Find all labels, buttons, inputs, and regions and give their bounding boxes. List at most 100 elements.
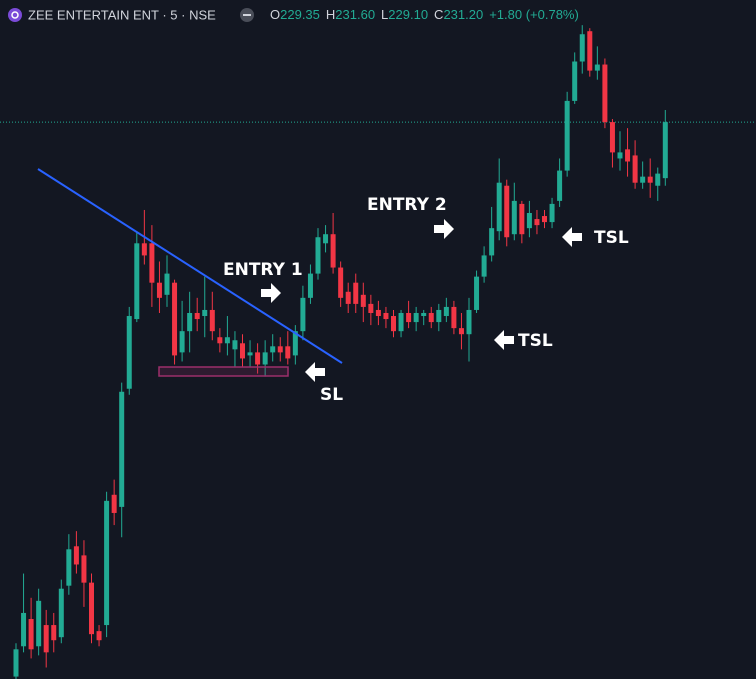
candle-body <box>149 243 155 283</box>
candle-body <box>73 546 79 565</box>
candle-body <box>224 337 230 344</box>
annotation: TSL <box>594 228 629 248</box>
candle-body <box>579 34 585 62</box>
candle-body <box>572 61 578 101</box>
candle-body <box>474 276 480 310</box>
candle-body <box>66 549 72 586</box>
candle-body <box>647 176 653 183</box>
candle-body <box>375 309 381 317</box>
candle-body <box>662 122 668 179</box>
candle-body <box>458 328 464 335</box>
trend-line <box>37 168 343 364</box>
candle-body <box>549 203 555 223</box>
candle-body <box>406 312 412 323</box>
arrow-right <box>261 283 281 303</box>
candle-body <box>209 309 215 332</box>
candle-body <box>194 312 200 320</box>
candle-body <box>383 312 389 320</box>
low-value: 229.10 <box>388 7 428 22</box>
candle-body <box>466 309 472 335</box>
candle-body <box>307 273 313 298</box>
candle-body <box>542 216 547 223</box>
candle-body <box>141 243 147 256</box>
candle-body <box>391 316 396 332</box>
candle-body <box>81 555 87 583</box>
candle-body <box>617 152 623 159</box>
candle-body <box>519 203 525 235</box>
collapse-icon <box>243 14 251 16</box>
candle-body <box>443 306 449 317</box>
candle-body <box>270 346 276 353</box>
candle-body <box>428 312 434 323</box>
arrow-right <box>434 219 454 239</box>
candle-body <box>413 312 419 323</box>
symbol-icon-inner <box>11 11 19 19</box>
candle-body <box>526 213 532 229</box>
candle-body <box>557 170 563 201</box>
candle-body <box>564 100 570 171</box>
candle-body <box>602 64 608 123</box>
candle-body <box>489 228 495 256</box>
candle-body <box>13 649 19 677</box>
candle-body <box>43 625 49 653</box>
open-label: O <box>270 7 280 22</box>
candle-body <box>217 337 223 344</box>
candle-body <box>21 612 27 647</box>
candle-body <box>640 176 646 183</box>
candle-body <box>504 185 510 238</box>
candle-body <box>315 237 321 274</box>
candle-body <box>262 352 268 365</box>
candle-body <box>594 64 600 71</box>
candle-body <box>277 346 283 353</box>
low-label: L <box>381 7 388 22</box>
candle-body <box>511 200 517 235</box>
symbol-icon[interactable] <box>8 8 22 22</box>
candle-body <box>451 306 457 329</box>
candle-body <box>126 316 132 389</box>
candle-body <box>232 340 238 350</box>
close-value: 231.20 <box>443 7 483 22</box>
candle-body <box>202 309 208 317</box>
candle-body <box>89 582 94 635</box>
arrow-left <box>494 330 514 350</box>
candle-body <box>292 331 298 356</box>
arrow-left <box>305 362 325 382</box>
change-value: +1.80 (+0.78%) <box>489 7 579 22</box>
candle-body <box>58 588 64 638</box>
candle-body <box>323 234 329 244</box>
candle-body <box>609 122 615 153</box>
candle-body <box>156 282 162 298</box>
candle-body <box>632 155 638 183</box>
candle-body <box>360 294 366 307</box>
candle-body <box>28 619 34 650</box>
candle-body <box>104 500 110 626</box>
chart-title: ZEE ENTERTAIN ENT · 5 · NSE <box>28 7 216 22</box>
candle-body <box>96 631 102 641</box>
annotation: ENTRY 1 <box>223 260 303 280</box>
candle-body <box>345 291 351 304</box>
close-label: C <box>434 7 443 22</box>
annotation: SL <box>320 385 343 405</box>
candle-body <box>338 267 344 298</box>
stop-loss-zone <box>158 366 289 377</box>
candle-body <box>119 391 125 507</box>
candle-body <box>172 282 178 356</box>
candle-body <box>368 303 374 313</box>
candle-body <box>421 312 427 317</box>
candle-body <box>285 346 291 359</box>
candle-body <box>247 352 253 356</box>
legend-ohlc: O229.35 H231.60 L229.10 C231.20 +1.80 (+0.78… <box>270 7 579 22</box>
candle-body <box>134 243 140 320</box>
candle-body <box>534 219 540 226</box>
annotation: TSL <box>518 331 553 351</box>
candles <box>0 25 756 679</box>
candle-body <box>481 255 487 277</box>
candle-body <box>330 234 336 268</box>
candle-body <box>655 173 661 186</box>
candle-body <box>587 31 593 71</box>
candle-body <box>300 297 306 332</box>
arrow-left <box>562 227 582 247</box>
candle-body <box>625 149 631 162</box>
